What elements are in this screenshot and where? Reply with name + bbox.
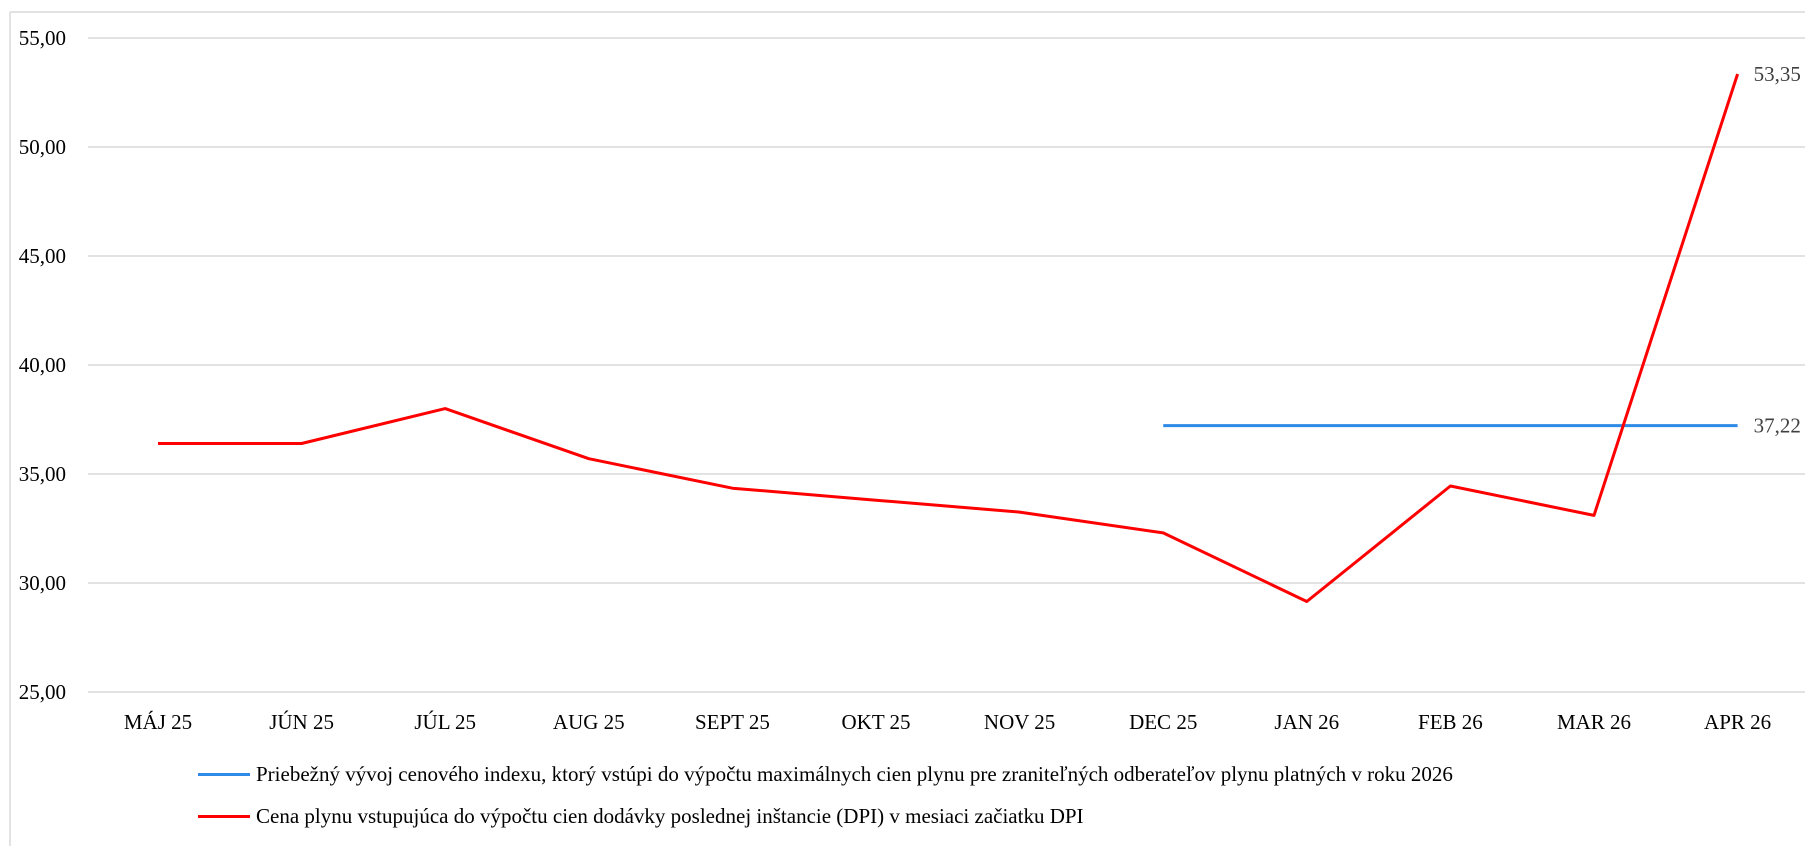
series-line-1 (158, 73, 1740, 603)
x-tick-label: JAN 26 (1274, 710, 1339, 734)
x-tick-label: DEC 25 (1129, 710, 1197, 734)
x-tick-label: APR 26 (1704, 710, 1771, 734)
y-tick-label: 55,00 (19, 26, 66, 50)
y-tick-label: 45,00 (19, 244, 66, 268)
x-axis-ticks: MÁJ 25 JÚN 25 JÚL 25 AUG 25 SEPT 25 OKT 25 NOV… (124, 710, 1771, 734)
x-tick-label: NOV 25 (984, 710, 1055, 734)
x-tick-label: AUG 25 (553, 710, 625, 734)
x-tick-label: OKT 25 (841, 710, 910, 734)
y-tick-label: 30,00 (19, 571, 66, 595)
legend-item-blue-series: Priebežný vývoj cenového indexu, ktorý v… (198, 762, 1453, 787)
y-tick-label: 50,00 (19, 135, 66, 159)
x-tick-label: JÚN 25 (269, 710, 334, 734)
legend-label-blue: Priebežný vývoj cenového indexu, ktorý v… (256, 762, 1453, 786)
gridlines (88, 37, 1805, 693)
y-axis-ticks: 25,00 30,00 35,00 40,00 45,00 50,00 55,00 (19, 26, 66, 704)
legend-item-red-series: Cena plynu vstupujúca do výpočtu cien do… (198, 804, 1084, 829)
data-label-end: 53,35 (1754, 62, 1801, 86)
data-label-end: 37,22 (1754, 414, 1801, 438)
legend-swatch-blue (198, 773, 250, 776)
legend-swatch-red (198, 815, 250, 818)
x-tick-label: FEB 26 (1418, 710, 1483, 734)
x-tick-label: SEPT 25 (695, 710, 770, 734)
y-tick-label: 25,00 (19, 680, 66, 704)
x-tick-label: MÁJ 25 (124, 710, 192, 734)
legend-label-red: Cena plynu vstupujúca do výpočtu cien do… (256, 804, 1084, 828)
data-labels: 37,22 53,35 (1754, 62, 1801, 438)
series-lines (158, 73, 1740, 603)
x-tick-label: MAR 26 (1557, 710, 1631, 734)
x-tick-label: JÚL 25 (414, 710, 476, 734)
y-tick-label: 40,00 (19, 353, 66, 377)
y-tick-label: 35,00 (19, 462, 66, 486)
